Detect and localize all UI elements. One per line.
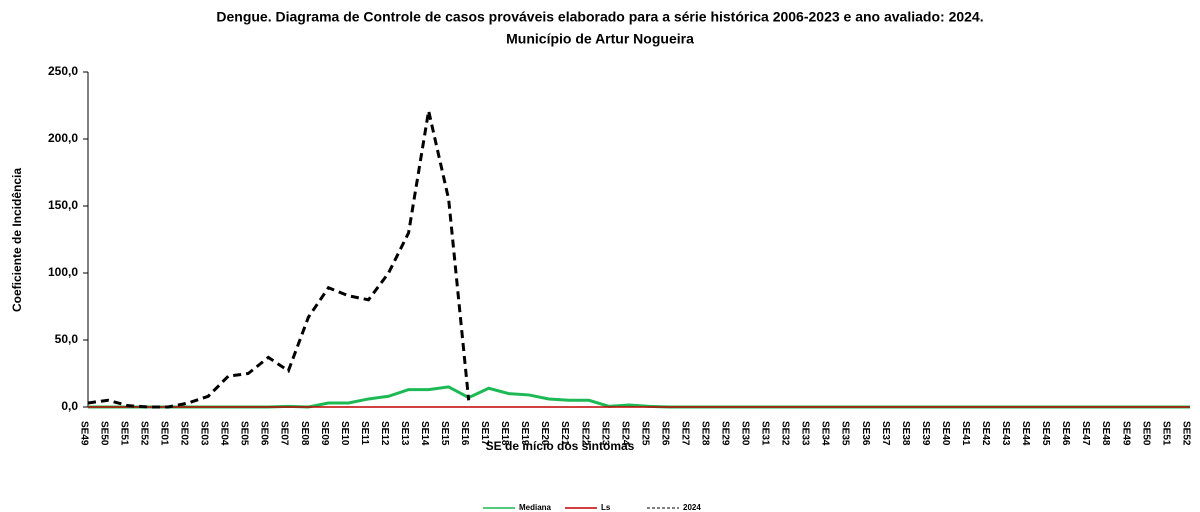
x-tick-label: SE43 (1000, 421, 1011, 446)
legend-label: Ls (601, 503, 611, 512)
x-tick-label: SE36 (860, 421, 871, 446)
x-tick-label: SE39 (920, 421, 931, 446)
x-tick-label: SE22 (579, 421, 590, 446)
y-tick-label: 50,0 (55, 332, 79, 346)
x-tick-label: SE19 (519, 421, 530, 446)
x-tick-label: SE26 (659, 421, 670, 446)
x-tick-label: SE27 (679, 421, 690, 446)
chart-subtitle: Município de Artur Nogueira (506, 31, 694, 47)
x-tick-label: SE52 (1180, 421, 1191, 446)
x-tick-label: SE11 (359, 421, 370, 445)
x-tick-label: SE31 (760, 421, 771, 446)
chart-title: Dengue. Diagrama de Controle de casos pr… (216, 9, 983, 25)
x-tick-label: SE14 (419, 421, 430, 446)
series-line (87, 110, 471, 409)
x-tick-label: SE24 (619, 421, 630, 446)
x-tick-label: SE05 (239, 421, 250, 446)
legend-label: 2024 (683, 503, 701, 512)
x-tick-label: SE46 (1060, 421, 1071, 446)
x-tick-label: SE47 (1080, 421, 1091, 446)
x-tick-label: SE17 (479, 421, 490, 446)
y-tick-label: 0,0 (61, 399, 78, 413)
x-tick-label: SE21 (559, 421, 570, 446)
x-tick-label: SE07 (279, 421, 290, 446)
x-tick-label: SE20 (539, 421, 550, 446)
x-tick-label: SE40 (940, 421, 951, 446)
x-tick-label: SE09 (319, 421, 330, 446)
x-tick-label: SE12 (379, 421, 390, 446)
y-tick-label: 150,0 (48, 198, 78, 212)
x-tick-label: SE10 (339, 421, 350, 446)
x-tick-label: SE50 (98, 421, 109, 446)
x-tick-label: SE49 (1120, 421, 1131, 446)
y-tick-label: 100,0 (48, 265, 78, 279)
x-tick-label: SE45 (1040, 421, 1051, 446)
x-tick-label: SE51 (1160, 421, 1171, 446)
y-tick-label: 250,0 (48, 64, 78, 78)
legend-label: Mediana (519, 503, 552, 512)
series-line (88, 385, 1190, 409)
x-tick-label: SE41 (960, 421, 971, 446)
x-tick-label: SE23 (599, 421, 610, 446)
x-tick-label: SE35 (840, 421, 851, 446)
x-tick-label: SE49 (78, 421, 89, 446)
x-tick-label: SE25 (639, 421, 650, 446)
x-axis-label: SE de início dos sintomas (486, 439, 635, 453)
x-tick-label: SE48 (1100, 421, 1111, 446)
x-tick-label: SE51 (118, 421, 129, 446)
x-tick-label: SE06 (259, 421, 270, 446)
x-tick-label: SE28 (699, 421, 710, 446)
x-tick-label: SE42 (980, 421, 991, 446)
x-tick-label: SE18 (499, 421, 510, 446)
x-tick-label: SE01 (159, 421, 170, 446)
x-tick-label: SE52 (138, 421, 149, 446)
x-tick-label: SE30 (740, 421, 751, 446)
x-tick-label: SE44 (1020, 421, 1031, 446)
x-tick-label: SE08 (299, 421, 310, 446)
y-tick-label: 200,0 (48, 131, 78, 145)
x-tick-label: SE33 (800, 421, 811, 446)
x-tick-label: SE13 (399, 421, 410, 446)
x-tick-label: SE29 (720, 421, 731, 446)
x-tick-label: SE04 (219, 421, 230, 446)
x-tick-label: SE34 (820, 421, 831, 446)
x-tick-label: SE16 (459, 421, 470, 446)
x-tick-label: SE02 (179, 421, 190, 446)
x-tick-label: SE03 (199, 421, 210, 446)
x-tick-label: SE15 (439, 421, 450, 446)
x-tick-label: SE37 (880, 421, 891, 446)
x-tick-label: SE50 (1140, 421, 1151, 446)
x-tick-label: SE32 (780, 421, 791, 446)
y-axis-label: Coeficiente de Incidência (10, 168, 24, 312)
x-tick-label: SE38 (900, 421, 911, 446)
